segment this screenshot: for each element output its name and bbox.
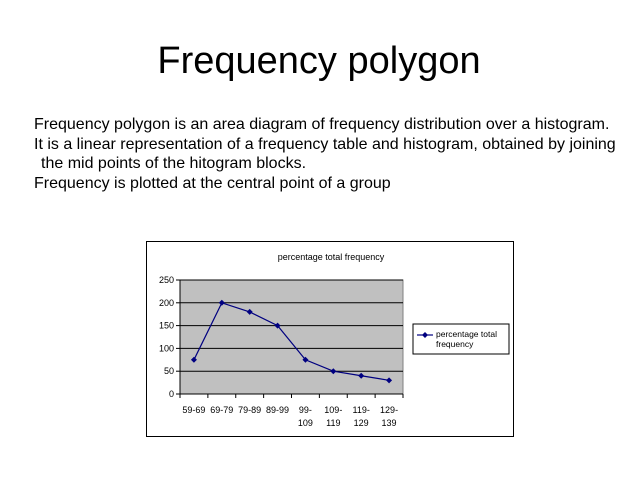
x-tick-label: 69-79 bbox=[210, 405, 233, 415]
body-text: Frequency polygon is an area diagram of … bbox=[34, 115, 624, 193]
y-tick-label: 0 bbox=[169, 389, 174, 399]
x-tick-label: 129- bbox=[380, 405, 398, 415]
y-tick-label: 200 bbox=[159, 298, 174, 308]
x-tick-label: 89-99 bbox=[266, 405, 289, 415]
legend-label: percentage total bbox=[436, 329, 497, 339]
paragraph-2: It is a linear representation of a frequ… bbox=[34, 135, 616, 173]
data-point bbox=[274, 322, 281, 329]
series-line bbox=[193, 302, 390, 381]
data-point bbox=[246, 308, 253, 315]
y-tick-label: 150 bbox=[159, 321, 174, 331]
x-tick-label: 139 bbox=[382, 418, 397, 428]
data-point bbox=[302, 356, 309, 363]
legend-label: frequency bbox=[436, 339, 474, 349]
x-tick-label: 59-69 bbox=[182, 405, 205, 415]
y-tick-label: 100 bbox=[159, 343, 174, 353]
legend-box bbox=[412, 323, 510, 355]
x-tick-label: 129 bbox=[354, 418, 369, 428]
data-point bbox=[218, 299, 225, 306]
x-tick-label: 99- bbox=[299, 405, 312, 415]
slide-title: Frequency polygon bbox=[157, 40, 481, 82]
data-point bbox=[190, 356, 197, 363]
chart-container: percentage total frequency 0 50 100 150 200 25… bbox=[146, 241, 514, 437]
paragraph-1: Frequency polygon is an area diagram of … bbox=[34, 116, 610, 133]
data-point bbox=[330, 368, 337, 375]
x-tick-label: 79-89 bbox=[238, 405, 261, 415]
y-tick-label: 50 bbox=[164, 366, 174, 376]
line-chart: percentage total frequency 0 50 100 150 200 25… bbox=[159, 252, 510, 428]
y-tick-label: 250 bbox=[159, 275, 174, 285]
chart-title: percentage total frequency bbox=[278, 252, 385, 262]
x-tick-label: 109- bbox=[324, 405, 342, 415]
legend-marker bbox=[422, 332, 428, 338]
x-tick-label: 119 bbox=[326, 418, 340, 428]
paragraph-3: Frequency is plotted at the central poin… bbox=[34, 174, 391, 192]
x-tick-label: 109 bbox=[298, 418, 313, 428]
x-tick-label: 119- bbox=[353, 405, 370, 415]
data-point bbox=[386, 377, 393, 384]
data-point bbox=[358, 372, 365, 379]
plot-area bbox=[179, 279, 404, 395]
